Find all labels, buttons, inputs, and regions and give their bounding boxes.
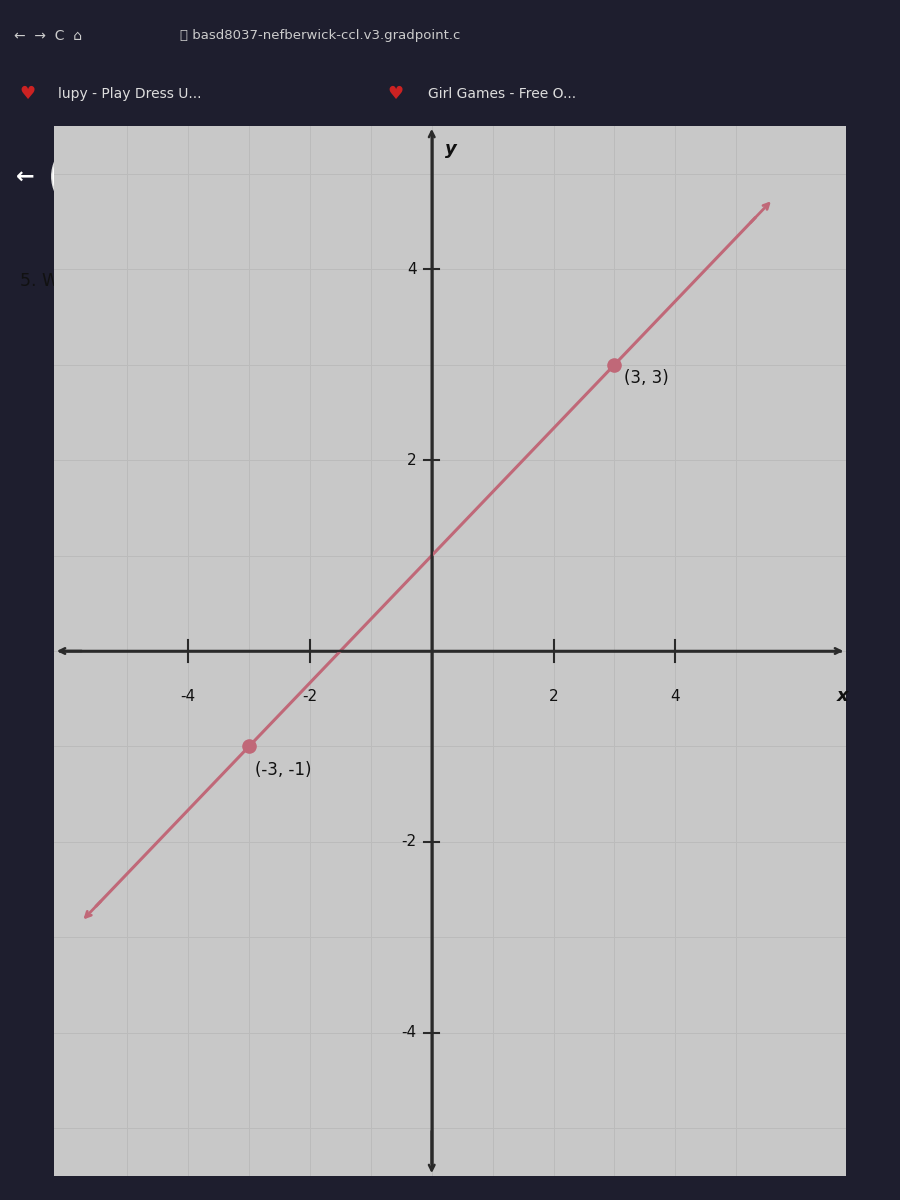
Text: ♥: ♥ xyxy=(387,84,403,102)
Text: lupy - Play Dress U...: lupy - Play Dress U... xyxy=(58,86,202,101)
Text: HS: Plane Geometry - MP1 / 3:Parallel and Perpendicular Lines: HS: Plane Geometry - MP1 / 3:Parallel an… xyxy=(180,193,547,206)
Text: 🔒 basd8037-nefberwick-ccl.v3.gradpoint.c: 🔒 basd8037-nefberwick-ccl.v3.gradpoint.c xyxy=(180,29,461,42)
Text: -4: -4 xyxy=(401,1025,417,1040)
Text: ♥: ♥ xyxy=(20,84,36,102)
Ellipse shape xyxy=(52,132,155,221)
Text: 4: 4 xyxy=(407,262,417,277)
Text: 5. What is the slope of a line that is parallel to the line shown?: 5. What is the slope of a line that is p… xyxy=(20,272,564,290)
Text: ←  →  C  ⌂: ← → C ⌂ xyxy=(14,29,82,43)
Text: Quiz: Slopes of Lines: Quiz: Slopes of Lines xyxy=(180,149,397,169)
Text: (-3, -1): (-3, -1) xyxy=(255,761,311,779)
Text: ←: ← xyxy=(16,167,35,186)
Text: 2: 2 xyxy=(407,452,417,468)
Text: x: x xyxy=(837,688,849,706)
Text: Girl Games - Free O...: Girl Games - Free O... xyxy=(428,86,576,101)
Text: -2: -2 xyxy=(401,834,417,850)
Text: -4: -4 xyxy=(181,689,195,704)
Text: (3, 3): (3, 3) xyxy=(624,370,669,388)
Text: 4: 4 xyxy=(670,689,680,704)
Text: y: y xyxy=(446,140,457,158)
Text: 2: 2 xyxy=(549,689,558,704)
Text: -2: -2 xyxy=(302,689,318,704)
Point xyxy=(242,737,256,756)
Point xyxy=(608,355,622,374)
